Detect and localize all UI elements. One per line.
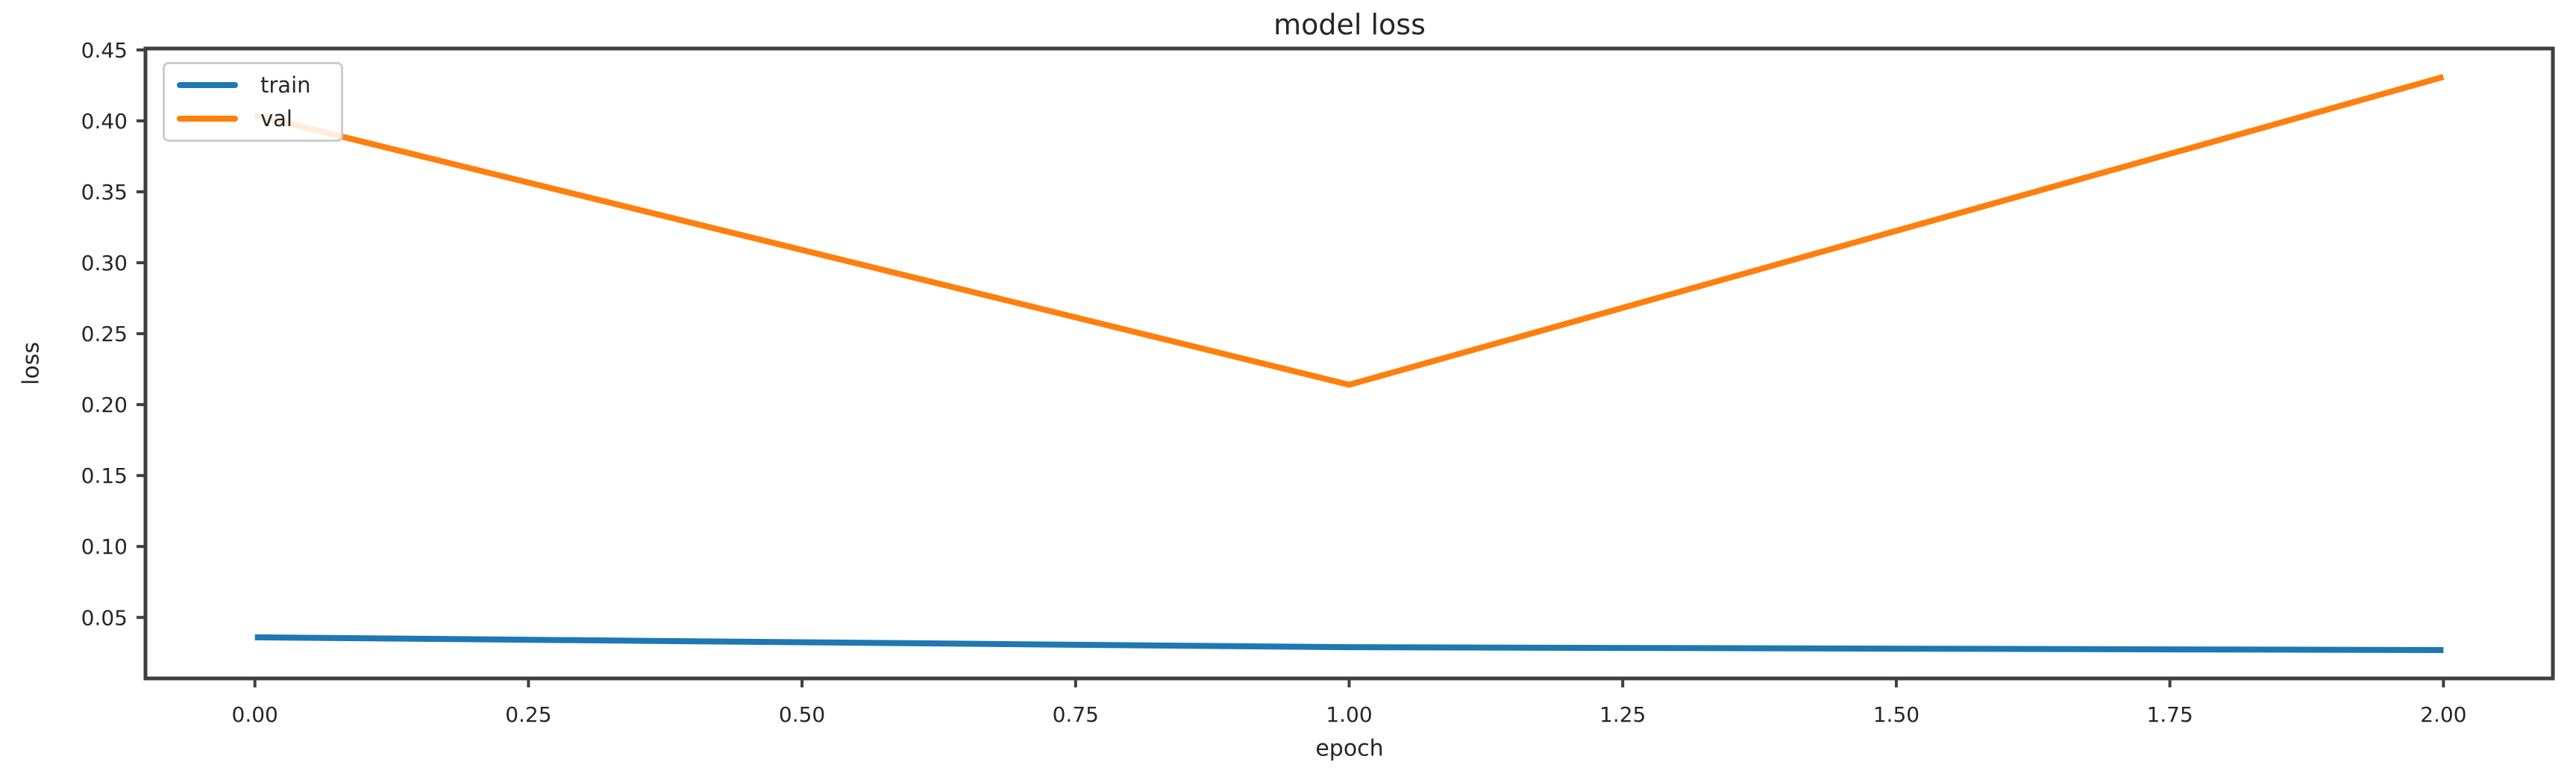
x-tick-label: 0.25 (505, 702, 551, 727)
y-tick-label: 0.35 (81, 180, 128, 205)
axes-frame (143, 46, 2555, 681)
train-line (254, 634, 2444, 653)
x-axis-label: epoch (1315, 735, 1384, 762)
x-tick-label: 0.75 (1053, 702, 1099, 727)
y-tick-label: 0.15 (81, 463, 128, 488)
y-tick-label: 0.20 (81, 393, 128, 417)
y-tick-label: 0.40 (81, 109, 128, 134)
x-tick-label: 1.75 (2146, 702, 2193, 727)
y-axis-label: loss (18, 342, 45, 385)
legend-entry-train: train (172, 72, 333, 98)
x-tick-label: 1.50 (1873, 702, 1920, 727)
y-tick-label: 0.45 (81, 38, 128, 63)
x-tick-label: 1.25 (1599, 702, 1646, 727)
y-tick-label: 0.25 (81, 322, 128, 346)
y-tick-label: 0.10 (81, 534, 128, 559)
x-tick-label: 2.00 (2420, 702, 2466, 727)
x-tick-label: 1.00 (1326, 702, 1372, 727)
y-tick-label: 0.30 (81, 251, 128, 275)
legend: train val (163, 62, 343, 142)
val-line-swatch (177, 115, 238, 122)
y-tick-label: 0.05 (81, 605, 128, 630)
chart-title: model loss (1273, 8, 1426, 41)
x-tick-label: 0.50 (779, 702, 825, 727)
x-tick-label: 0.00 (232, 702, 278, 727)
legend-entry-val: val (172, 106, 333, 131)
legend-label-val: val (260, 105, 292, 131)
train-line-swatch (177, 82, 238, 89)
legend-label-train: train (260, 72, 311, 99)
val-line (254, 74, 2445, 388)
